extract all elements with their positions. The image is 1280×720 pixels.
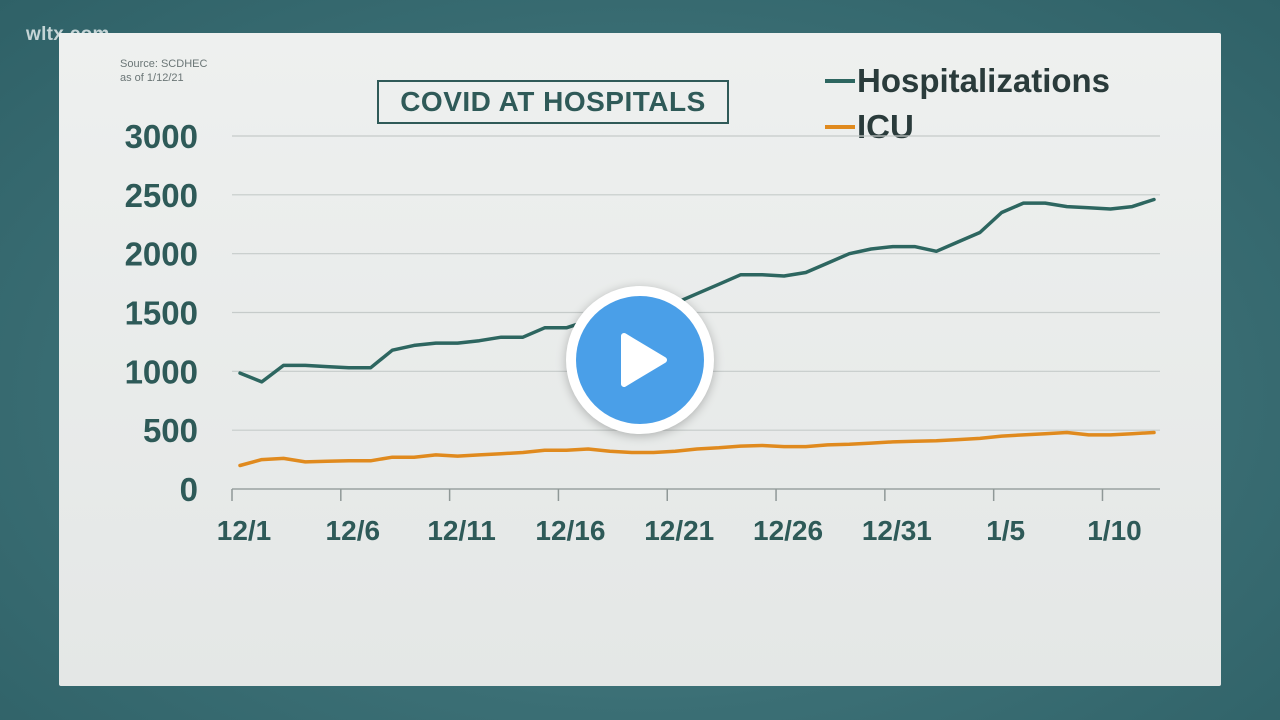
play-icon: [621, 333, 667, 387]
x-tick-label: 12/21: [644, 515, 714, 546]
source-note: Source: SCDHEC as of 1/12/21: [120, 57, 207, 85]
y-tick-label: 500: [143, 412, 198, 449]
source-date: as of 1/12/21: [120, 72, 184, 84]
hospitalizations-line: [238, 197, 1156, 384]
x-tick-label: 1/10: [1087, 515, 1142, 546]
play-button[interactable]: [566, 286, 714, 434]
play-button-disc[interactable]: [576, 296, 704, 424]
legend-label-hospitalizations: Hospitalizations: [857, 62, 1111, 99]
y-tick-label: 1500: [125, 295, 198, 332]
chart-title-box: COVID AT HOSPITALS: [377, 80, 729, 124]
legend-swatch-icu: [825, 125, 855, 129]
icu-line: [238, 430, 1156, 468]
y-tick-label: 1000: [125, 353, 198, 390]
x-tick-label: 12/26: [753, 515, 823, 546]
y-tick-label: 0: [180, 471, 198, 508]
chart-title: COVID AT HOSPITALS: [400, 86, 706, 117]
legend-label-icu: ICU: [857, 108, 914, 145]
x-tick-label: 12/11: [427, 515, 496, 546]
source-line: Source: SCDHEC: [120, 58, 208, 70]
x-tick-label: 12/6: [326, 515, 381, 546]
legend-swatch-hospitalizations: [825, 79, 855, 83]
x-tick-label: 1/5: [986, 515, 1025, 546]
y-tick-label: 2500: [125, 177, 198, 214]
x-tick-label: 12/31: [862, 515, 932, 546]
x-tick-label: 12/1: [217, 515, 272, 546]
y-tick-label: 2000: [125, 236, 198, 273]
chart-legend: Hospitalizations ICU: [825, 58, 1110, 150]
legend-item-hospitalizations: Hospitalizations: [825, 58, 1110, 104]
legend-item-icu: ICU: [825, 104, 1110, 150]
y-tick-label: 3000: [125, 118, 198, 155]
x-tick-label: 12/16: [535, 515, 605, 546]
